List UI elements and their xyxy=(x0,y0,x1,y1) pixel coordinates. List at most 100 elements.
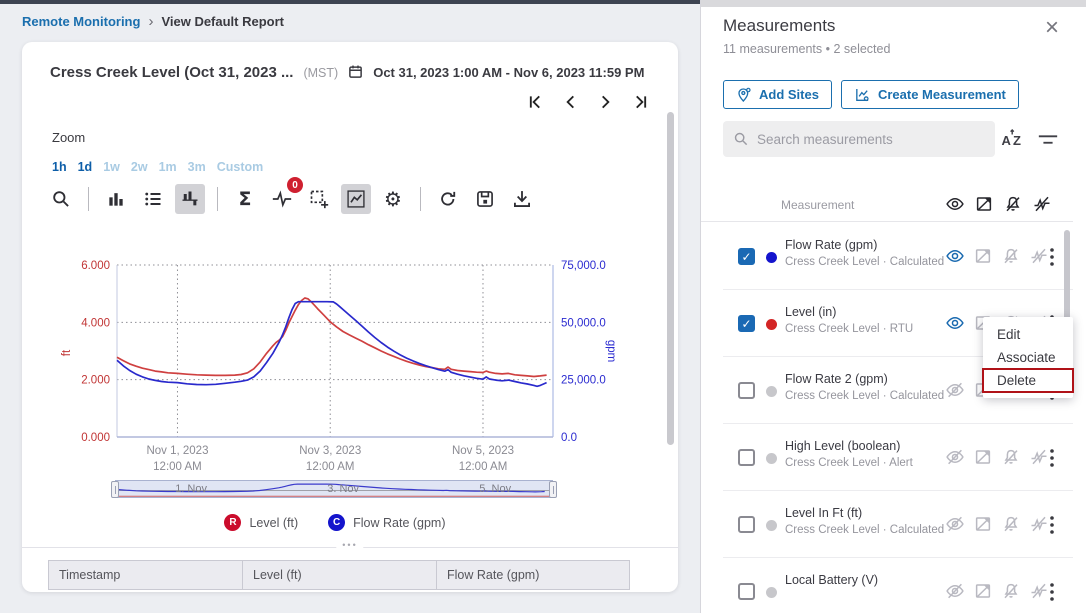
row-menu-icon[interactable] xyxy=(1049,515,1055,535)
measurement-checkbox[interactable] xyxy=(738,516,755,533)
visibility-off-icon[interactable] xyxy=(945,515,965,533)
filter-icon[interactable] xyxy=(1037,131,1059,149)
settings-button[interactable]: ⚙ xyxy=(384,187,402,211)
svg-text:Z: Z xyxy=(1013,133,1021,148)
annotation-off-icon[interactable] xyxy=(973,515,993,533)
sort-az-icon[interactable]: A Z xyxy=(1001,127,1025,151)
trace-off-icon[interactable] xyxy=(1029,515,1049,533)
visibility-on-icon[interactable] xyxy=(945,314,965,332)
table-column-header[interactable]: Level (ft) xyxy=(242,560,436,590)
calendar-icon[interactable] xyxy=(348,64,363,79)
create-measurement-button[interactable]: Create Measurement xyxy=(840,80,1019,109)
navigator-left-handle[interactable] xyxy=(111,481,119,498)
measurement-checkbox[interactable]: ✓ xyxy=(738,248,755,265)
table-column-header[interactable]: Flow Rate (gpm) xyxy=(436,560,630,590)
bell-off-icon[interactable] xyxy=(1003,195,1023,213)
card-scrollbar[interactable] xyxy=(667,112,674,445)
trace-off-icon[interactable] xyxy=(1029,247,1049,265)
row-menu-icon[interactable] xyxy=(1049,247,1055,267)
measurement-name[interactable]: Level In Ft (ft) xyxy=(785,506,863,520)
range-navigator[interactable]: 1. Nov 3. Nov 5. Nov xyxy=(111,480,557,498)
context-menu-item-delete[interactable]: Delete xyxy=(982,368,1074,393)
bell-off-icon[interactable] xyxy=(1001,247,1021,265)
measurement-name[interactable]: Level (in) xyxy=(785,305,837,319)
select-region-button[interactable] xyxy=(304,184,334,214)
first-page-button[interactable] xyxy=(528,94,543,110)
navigator-right-handle[interactable] xyxy=(549,481,557,498)
legend-item[interactable]: C Flow Rate (gpm) xyxy=(328,514,446,531)
measurement-checkbox[interactable]: ✓ xyxy=(738,315,755,332)
zoom-preset-1m[interactable]: 1m xyxy=(158,160,177,174)
trace-off-icon[interactable] xyxy=(1032,195,1052,213)
series-color-dot xyxy=(766,386,777,397)
visibility-off-icon[interactable] xyxy=(945,381,965,399)
annotation-off-icon[interactable] xyxy=(973,448,993,466)
row-menu-icon[interactable] xyxy=(1049,448,1055,468)
measurement-checkbox[interactable] xyxy=(738,583,755,600)
legend-item[interactable]: R Level (ft) xyxy=(224,514,298,531)
measurement-name[interactable]: Flow Rate (gpm) xyxy=(785,238,878,252)
measurement-row: ✓ Flow Rate (gpm) Cress Creek Level · Calc… xyxy=(723,223,1073,290)
bell-off-icon[interactable] xyxy=(1001,448,1021,466)
annotation-off-icon[interactable] xyxy=(974,195,994,213)
trace-off-icon[interactable] xyxy=(1029,582,1049,600)
download-button[interactable] xyxy=(507,184,537,214)
search-measurements-input[interactable] xyxy=(757,131,967,147)
search-icon xyxy=(733,131,749,147)
bar-chart-button[interactable] xyxy=(101,184,131,214)
measurement-name[interactable]: Flow Rate 2 (gpm) xyxy=(785,372,888,386)
last-page-button[interactable] xyxy=(633,94,648,110)
close-icon[interactable]: × xyxy=(1045,14,1060,41)
zoom-preset-1h[interactable]: 1h xyxy=(52,160,67,174)
refresh-button[interactable] xyxy=(433,184,463,214)
measurement-checkbox[interactable] xyxy=(738,449,755,466)
table-column-header[interactable]: Timestamp xyxy=(48,560,242,590)
events-button[interactable]: 0 xyxy=(267,177,303,214)
list-scrollbar[interactable] xyxy=(1064,230,1070,372)
search-data-button[interactable] xyxy=(46,184,76,214)
row-context-menu: Edit Associate Delete xyxy=(982,317,1074,398)
series-color-dot xyxy=(766,319,777,330)
svg-text:12:00 AM: 12:00 AM xyxy=(459,461,508,473)
annotation-off-icon[interactable] xyxy=(973,247,993,265)
bell-off-icon[interactable] xyxy=(1001,582,1021,600)
bell-off-icon[interactable] xyxy=(1001,515,1021,533)
visibility-on-icon[interactable] xyxy=(945,247,965,265)
add-sites-button[interactable]: Add Sites xyxy=(723,80,832,109)
svg-text:Nov 3, 2023: Nov 3, 2023 xyxy=(299,445,361,457)
zoom-preset-1d[interactable]: 1d xyxy=(77,160,93,174)
zoom-preset-3m[interactable]: 3m xyxy=(187,160,206,174)
zoom-preset-1w[interactable]: 1w xyxy=(103,160,120,174)
measurement-source: Cress Creek Level · RTU xyxy=(785,323,914,335)
measurement-name[interactable]: Local Battery (V) xyxy=(785,573,879,587)
statistics-button[interactable]: Σ xyxy=(238,188,252,210)
annotation-off-icon[interactable] xyxy=(973,582,993,600)
context-menu-item-edit[interactable]: Edit xyxy=(997,327,1021,342)
zoom-preset-custom[interactable]: Custom xyxy=(216,160,264,174)
save-button[interactable] xyxy=(470,184,500,214)
visibility-off-icon[interactable] xyxy=(945,448,965,466)
timeseries-chart[interactable]: Nov 1, 2023 12:00 AM Nov 3, 2023 12:00 AM No… xyxy=(22,238,678,478)
date-range[interactable]: Oct 31, 2023 1:00 AM - Nov 6, 2023 11:59… xyxy=(373,65,645,80)
trace-off-icon[interactable] xyxy=(1029,448,1049,466)
measurement-row: Local Battery (V) xyxy=(723,558,1073,613)
events-count-badge: 0 xyxy=(287,177,303,193)
list-view-button[interactable] xyxy=(138,184,168,214)
legend-symbol: R xyxy=(224,514,242,531)
measurement-checkbox[interactable] xyxy=(738,382,755,399)
svg-text:Nov 1, 2023: Nov 1, 2023 xyxy=(146,445,208,457)
add-sites-label: Add Sites xyxy=(759,87,819,102)
resize-handle[interactable]: ••• xyxy=(336,540,364,550)
next-page-button[interactable] xyxy=(598,94,613,110)
histogram-button[interactable] xyxy=(175,184,205,214)
breadcrumb-link-remote-monitoring[interactable]: Remote Monitoring xyxy=(22,14,141,29)
svg-text:gpm: gpm xyxy=(605,340,617,362)
prev-page-button[interactable] xyxy=(563,94,578,110)
measurement-name[interactable]: High Level (boolean) xyxy=(785,439,901,453)
row-menu-icon[interactable] xyxy=(1049,582,1055,602)
context-menu-item-associate[interactable]: Associate xyxy=(997,350,1056,365)
visibility-off-icon[interactable] xyxy=(945,582,965,600)
zoom-preset-2w[interactable]: 2w xyxy=(130,160,148,174)
line-chart-button[interactable] xyxy=(341,184,371,214)
visibility-icon[interactable] xyxy=(945,195,965,213)
